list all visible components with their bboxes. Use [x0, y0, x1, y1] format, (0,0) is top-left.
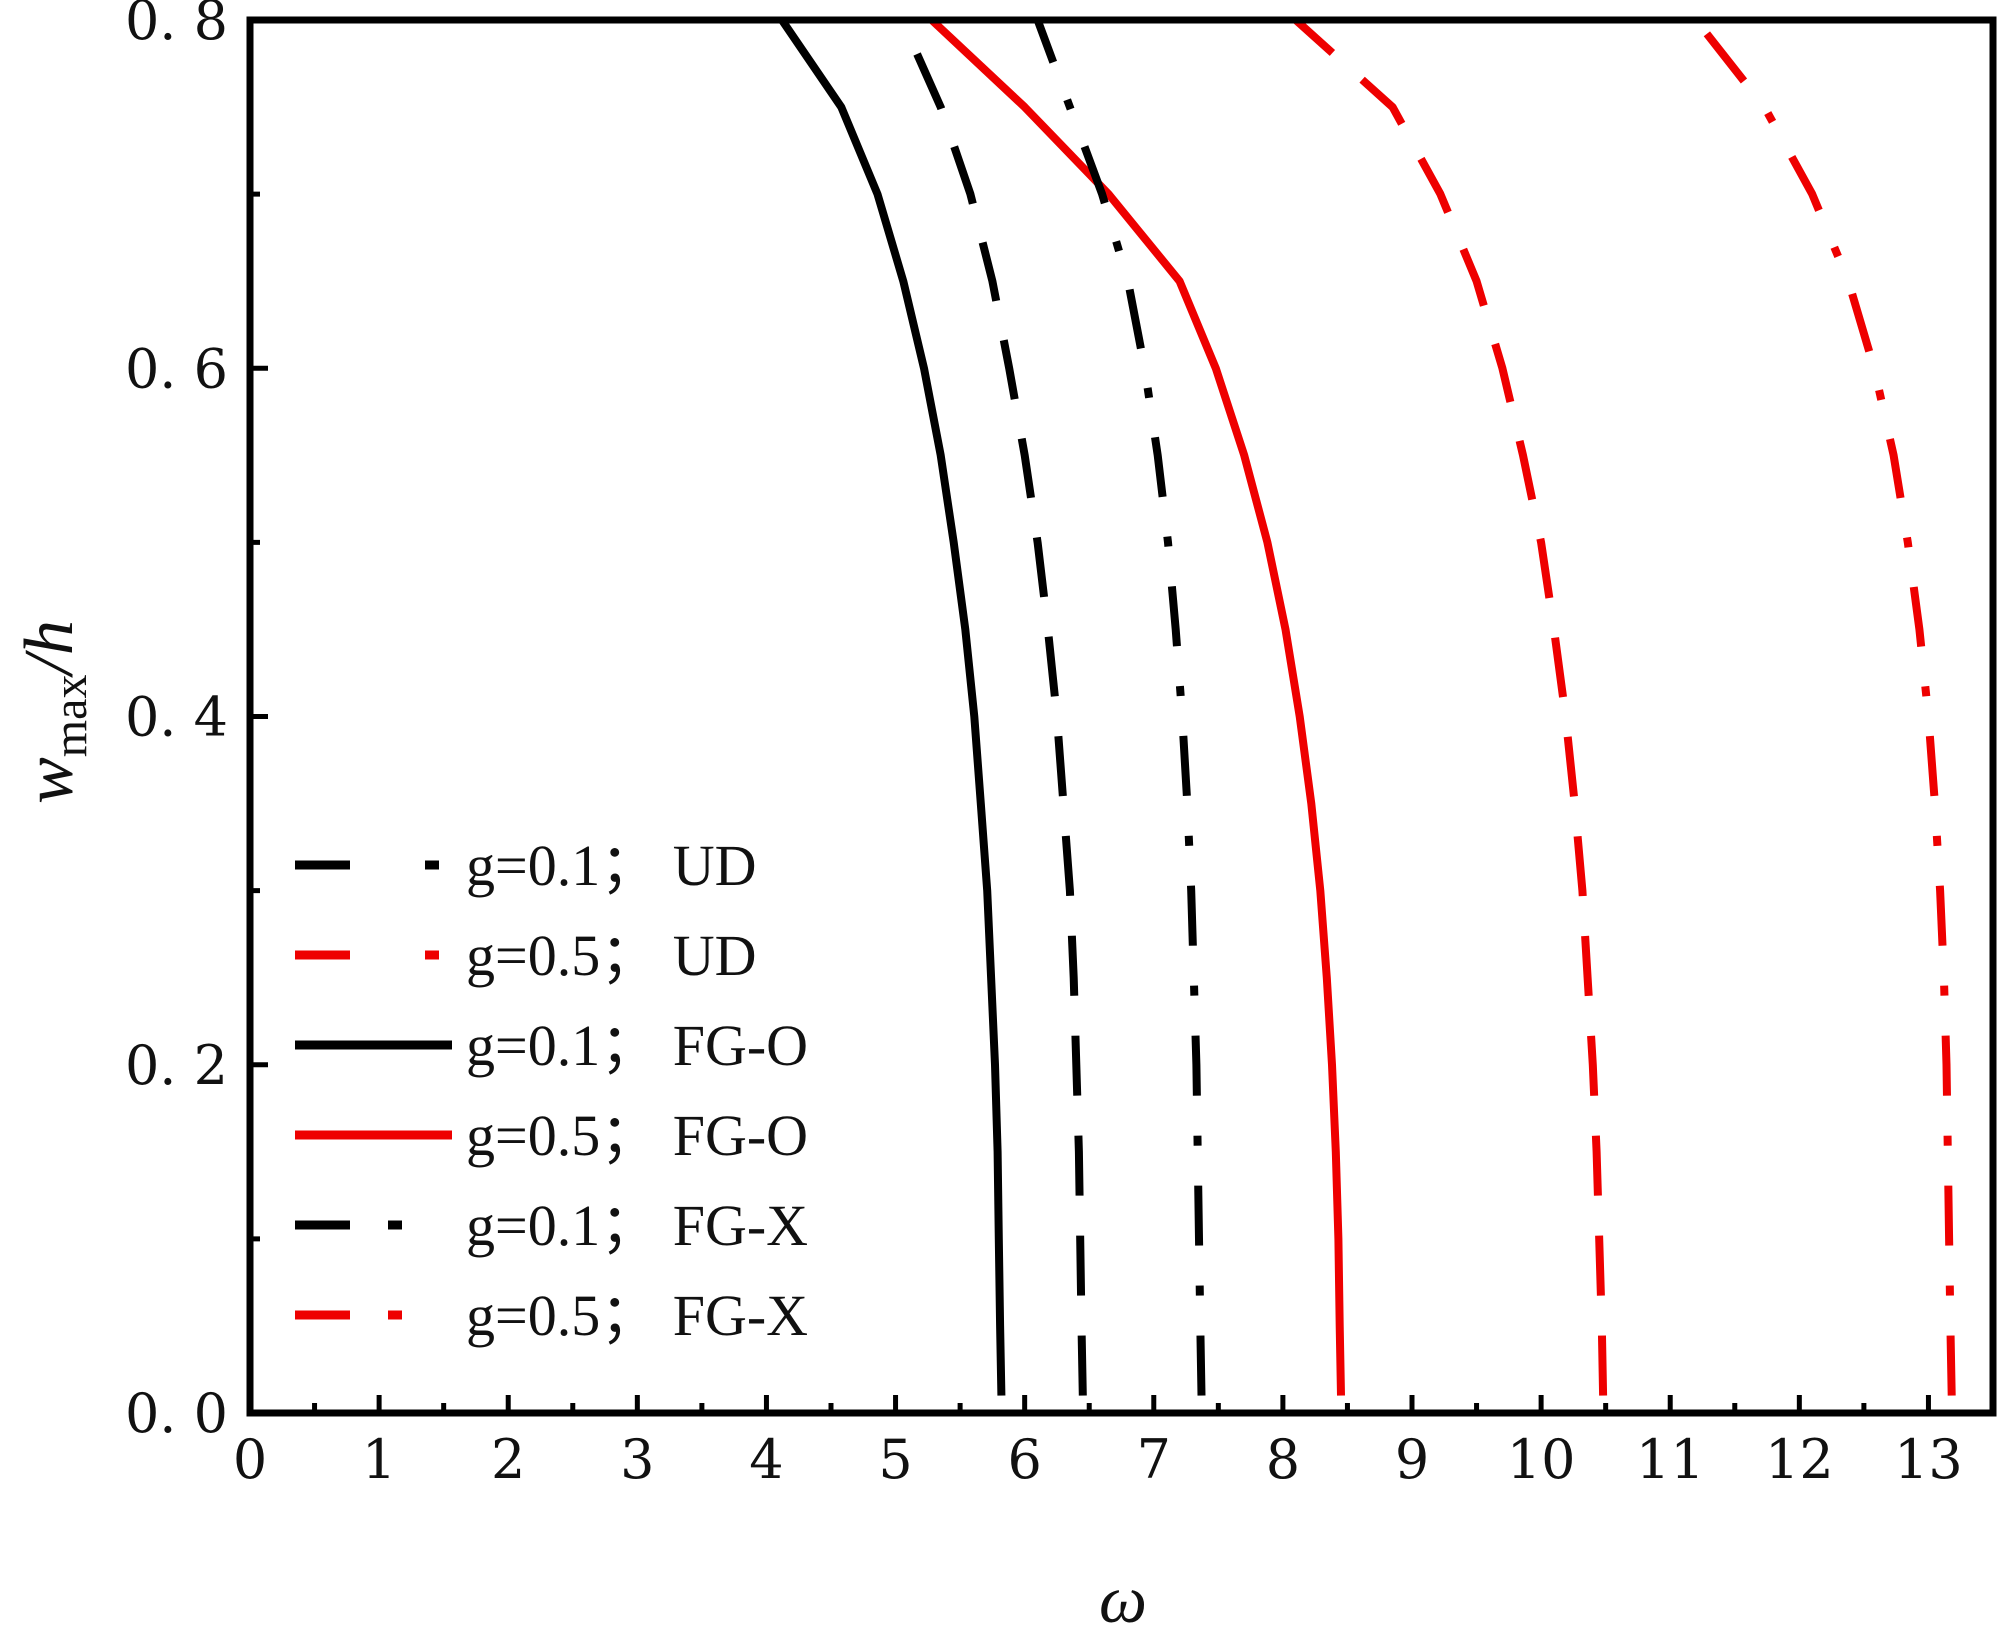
legend-label-4: g=0.5； FG-O: [466, 1103, 808, 1168]
series-line-2: [1293, 20, 1608, 1396]
legend-label-2: g=0.5； UD: [466, 923, 756, 988]
y-tick-label: 0. 0: [125, 1382, 228, 1445]
legend-label-6: g=0.5； FG-X: [466, 1283, 808, 1348]
y-axis-title-sub: max: [44, 675, 97, 758]
y-tick-label: 0. 2: [125, 1034, 228, 1097]
x-tick-label: 8: [1266, 1428, 1300, 1491]
legend: g=0.1； UD g=0.5； UD g=0.1； FG-O g=0.5； FG-O…: [295, 833, 808, 1348]
series-line-5: [1033, 20, 1206, 1396]
series-line-4: [928, 20, 1345, 1396]
series-line-1: [898, 20, 1087, 1396]
x-tick-label: 11: [1636, 1428, 1705, 1491]
legend-label-3: g=0.1； FG-O: [466, 1013, 808, 1078]
x-tick-label: 2: [491, 1428, 525, 1491]
x-tick-label: 0: [233, 1428, 267, 1491]
svg-text:wmax/h: wmax/h: [11, 620, 97, 804]
x-tick-label: 3: [620, 1428, 654, 1491]
x-tick-label: 7: [1137, 1428, 1171, 1491]
legend-label-1: g=0.1； UD: [466, 833, 756, 898]
axes-layer: 0 1 2 3 4 5 6 7 8 9 10 11 12 130. 00. 20. 40. 60. 8: [125, 0, 1997, 1491]
y-tick-label: 0. 8: [125, 0, 228, 52]
x-tick-label: 4: [749, 1428, 783, 1491]
y-tick-label: 0. 6: [125, 337, 228, 400]
x-tick-label: 12: [1765, 1428, 1834, 1491]
x-axis-title: ω: [1099, 1561, 1147, 1629]
x-tick-label: 1: [362, 1428, 396, 1491]
series-line-6: [1692, 20, 1956, 1396]
y-axis-title-main: w: [11, 757, 88, 804]
y-axis-title-tail: /h: [11, 620, 88, 678]
x-tick-label: 13: [1894, 1428, 1963, 1491]
y-axis-title: wmax/h: [11, 620, 97, 804]
x-tick-label: 6: [1007, 1428, 1041, 1491]
series-line-3: [778, 20, 1006, 1396]
y-tick-label: 0. 4: [125, 686, 228, 749]
x-tick-label: 9: [1395, 1428, 1429, 1491]
legend-label-5: g=0.1； FG-X: [466, 1193, 808, 1258]
x-tick-label: 5: [878, 1428, 912, 1491]
series-layer: [778, 20, 1956, 1396]
x-tick-label: 10: [1507, 1428, 1576, 1491]
